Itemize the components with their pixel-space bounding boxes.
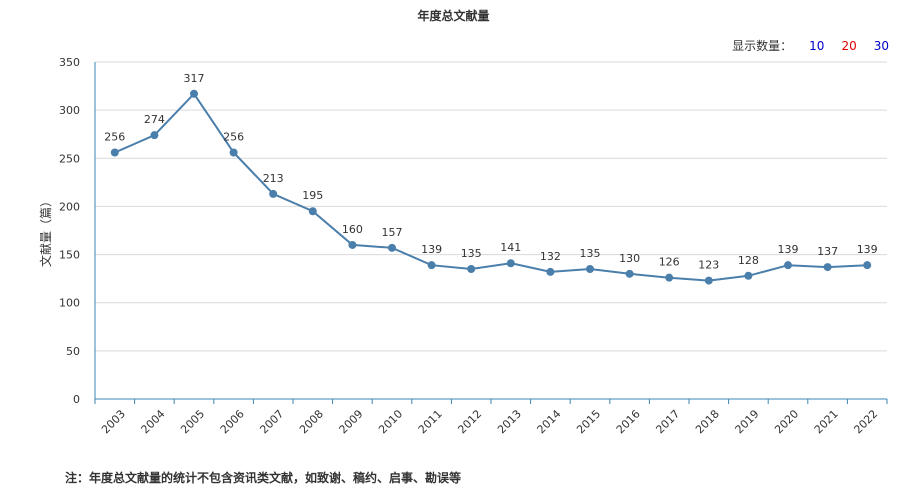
display-count-control: 显示数量： 10 20 30 [732, 37, 889, 54]
data-label: 195 [302, 189, 323, 202]
gridlines [95, 61, 887, 352]
data-point [467, 265, 476, 274]
data-label: 139 [421, 243, 442, 256]
y-tick-label: 250 [59, 152, 80, 165]
chart-title: 年度总文献量 [417, 9, 490, 23]
x-tick-label: 2003 [99, 407, 128, 436]
x-tick-label: 2017 [653, 407, 682, 436]
data-point [308, 207, 317, 216]
data-point [863, 261, 872, 270]
data-label: 317 [184, 72, 205, 85]
y-tick-label: 300 [59, 104, 80, 117]
y-tick-label: 0 [73, 393, 80, 406]
x-tick-label: 2007 [257, 407, 286, 436]
x-tick-label: 2020 [772, 407, 801, 436]
x-tick-label: 2006 [218, 407, 247, 436]
data-point [823, 263, 832, 272]
data-label: 256 [104, 131, 125, 144]
data-point [744, 271, 753, 280]
data-label: 137 [817, 245, 838, 258]
data-point [110, 148, 119, 157]
display-count-label: 显示数量： [732, 39, 793, 53]
data-point [427, 261, 436, 270]
x-tick-label: 2011 [416, 407, 445, 436]
x-tick-label: 2010 [376, 407, 405, 436]
data-label: 141 [500, 241, 521, 254]
data-point [190, 89, 198, 98]
data-label: 160 [342, 223, 363, 236]
data-point [586, 265, 594, 274]
data-label: 274 [144, 113, 165, 126]
x-tick-labels: 2003 2004 2005 2006 2007 2008 2009 2010 2011 2012… [99, 407, 880, 436]
y-tick-label: 50 [66, 345, 80, 358]
data-label: 132 [540, 250, 561, 263]
data-point [150, 131, 159, 140]
x-tick-label: 2004 [139, 407, 168, 436]
data-point [784, 261, 792, 270]
y-tick-label: 100 [59, 297, 80, 310]
data-point [546, 267, 555, 276]
footnote: 注：年度总文献量的统计不包含资讯类文献，如致谢、稿约、启事、勘误等 [65, 471, 462, 485]
y-tick-label: 200 [59, 200, 80, 213]
y-tick-labels: 0 50 100 150 200 250 300 350 [59, 56, 80, 406]
data-point [348, 240, 357, 249]
data-point [506, 259, 515, 268]
data-point [269, 189, 278, 198]
x-tick-label: 2016 [614, 407, 643, 436]
series-line-path [114, 92, 868, 282]
x-tick-label: 2019 [733, 407, 762, 436]
y-tick-label: 350 [59, 56, 80, 69]
x-tick-label: 2005 [178, 407, 207, 436]
x-tick-label: 2018 [693, 407, 722, 436]
x-tick-label: 2012 [455, 407, 484, 436]
x-tick-label: 2014 [535, 407, 564, 436]
data-point [229, 148, 238, 157]
data-point [625, 269, 634, 278]
display-count-30-option[interactable]: 30 [873, 38, 889, 53]
x-tick-label: 2021 [812, 407, 841, 436]
x-tick-label: 2009 [337, 407, 366, 436]
data-label: 139 [778, 243, 799, 256]
axes [94, 62, 888, 404]
data-labels: 256 274 317 256 213 195 160 157 139 135 141 132 135 1… [104, 72, 877, 272]
y-axis-label: 文献量（篇） [38, 195, 53, 267]
x-tick-label: 2015 [574, 407, 603, 436]
data-point [388, 243, 396, 252]
series-line [114, 92, 868, 282]
data-point [704, 276, 713, 285]
x-tick-label: 2008 [297, 407, 326, 436]
data-label: 135 [580, 247, 601, 260]
data-label: 123 [698, 259, 719, 272]
data-label: 213 [263, 172, 284, 185]
x-tick-label: 2022 [851, 407, 880, 436]
data-points [110, 89, 872, 285]
data-label: 128 [738, 254, 759, 267]
y-tick-label: 150 [59, 249, 80, 262]
data-label: 157 [382, 226, 403, 239]
x-tick-label: 2013 [495, 407, 524, 436]
data-point [665, 273, 674, 282]
display-count-20-option[interactable]: 20 [841, 38, 857, 53]
data-label: 256 [223, 131, 244, 144]
data-label: 139 [857, 243, 878, 256]
data-label: 130 [619, 252, 640, 265]
display-count-10-option[interactable]: 10 [809, 38, 825, 53]
data-label: 135 [461, 247, 482, 260]
data-label: 126 [659, 256, 680, 269]
